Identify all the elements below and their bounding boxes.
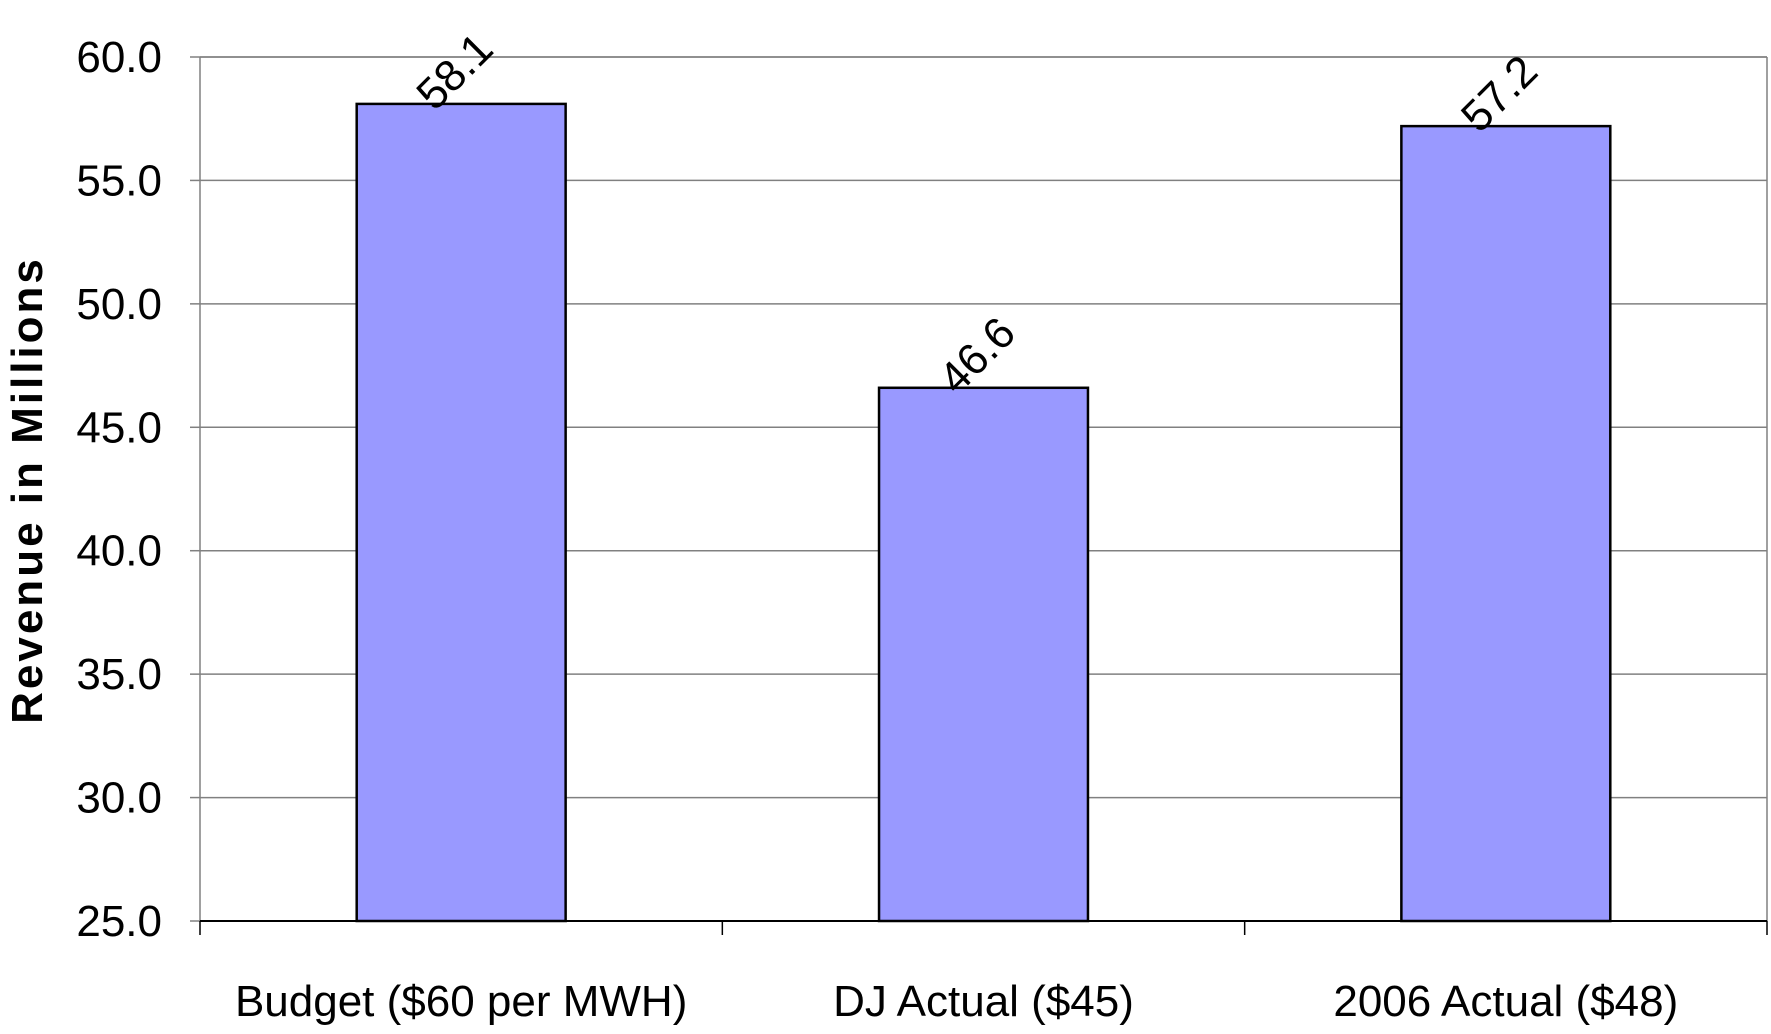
- y-tick-label: 55.0: [76, 156, 162, 205]
- axes: [190, 56, 1768, 935]
- bars: [355, 102, 1612, 923]
- y-tick-label: 35.0: [76, 650, 162, 699]
- labels: 25.030.035.040.045.050.055.060.0 58.1Budg…: [76, 24, 1678, 1026]
- y-tick-label: 25.0: [76, 897, 162, 946]
- x-category-label: DJ Actual ($45): [833, 977, 1134, 1026]
- x-category-label: 2006 Actual ($48): [1333, 977, 1678, 1026]
- y-tick-label: 45.0: [76, 403, 162, 452]
- y-axis-title: Revenue in Millions: [3, 256, 52, 724]
- bar: [355, 102, 567, 923]
- y-tick-label: 40.0: [76, 527, 162, 576]
- y-tick-label: 50.0: [76, 280, 162, 329]
- x-category-label: Budget ($60 per MWH): [235, 977, 687, 1026]
- bar: [1400, 124, 1612, 923]
- y-tick-label: 30.0: [76, 774, 162, 823]
- y-tick-label: 60.0: [76, 33, 162, 82]
- bar: [877, 386, 1090, 923]
